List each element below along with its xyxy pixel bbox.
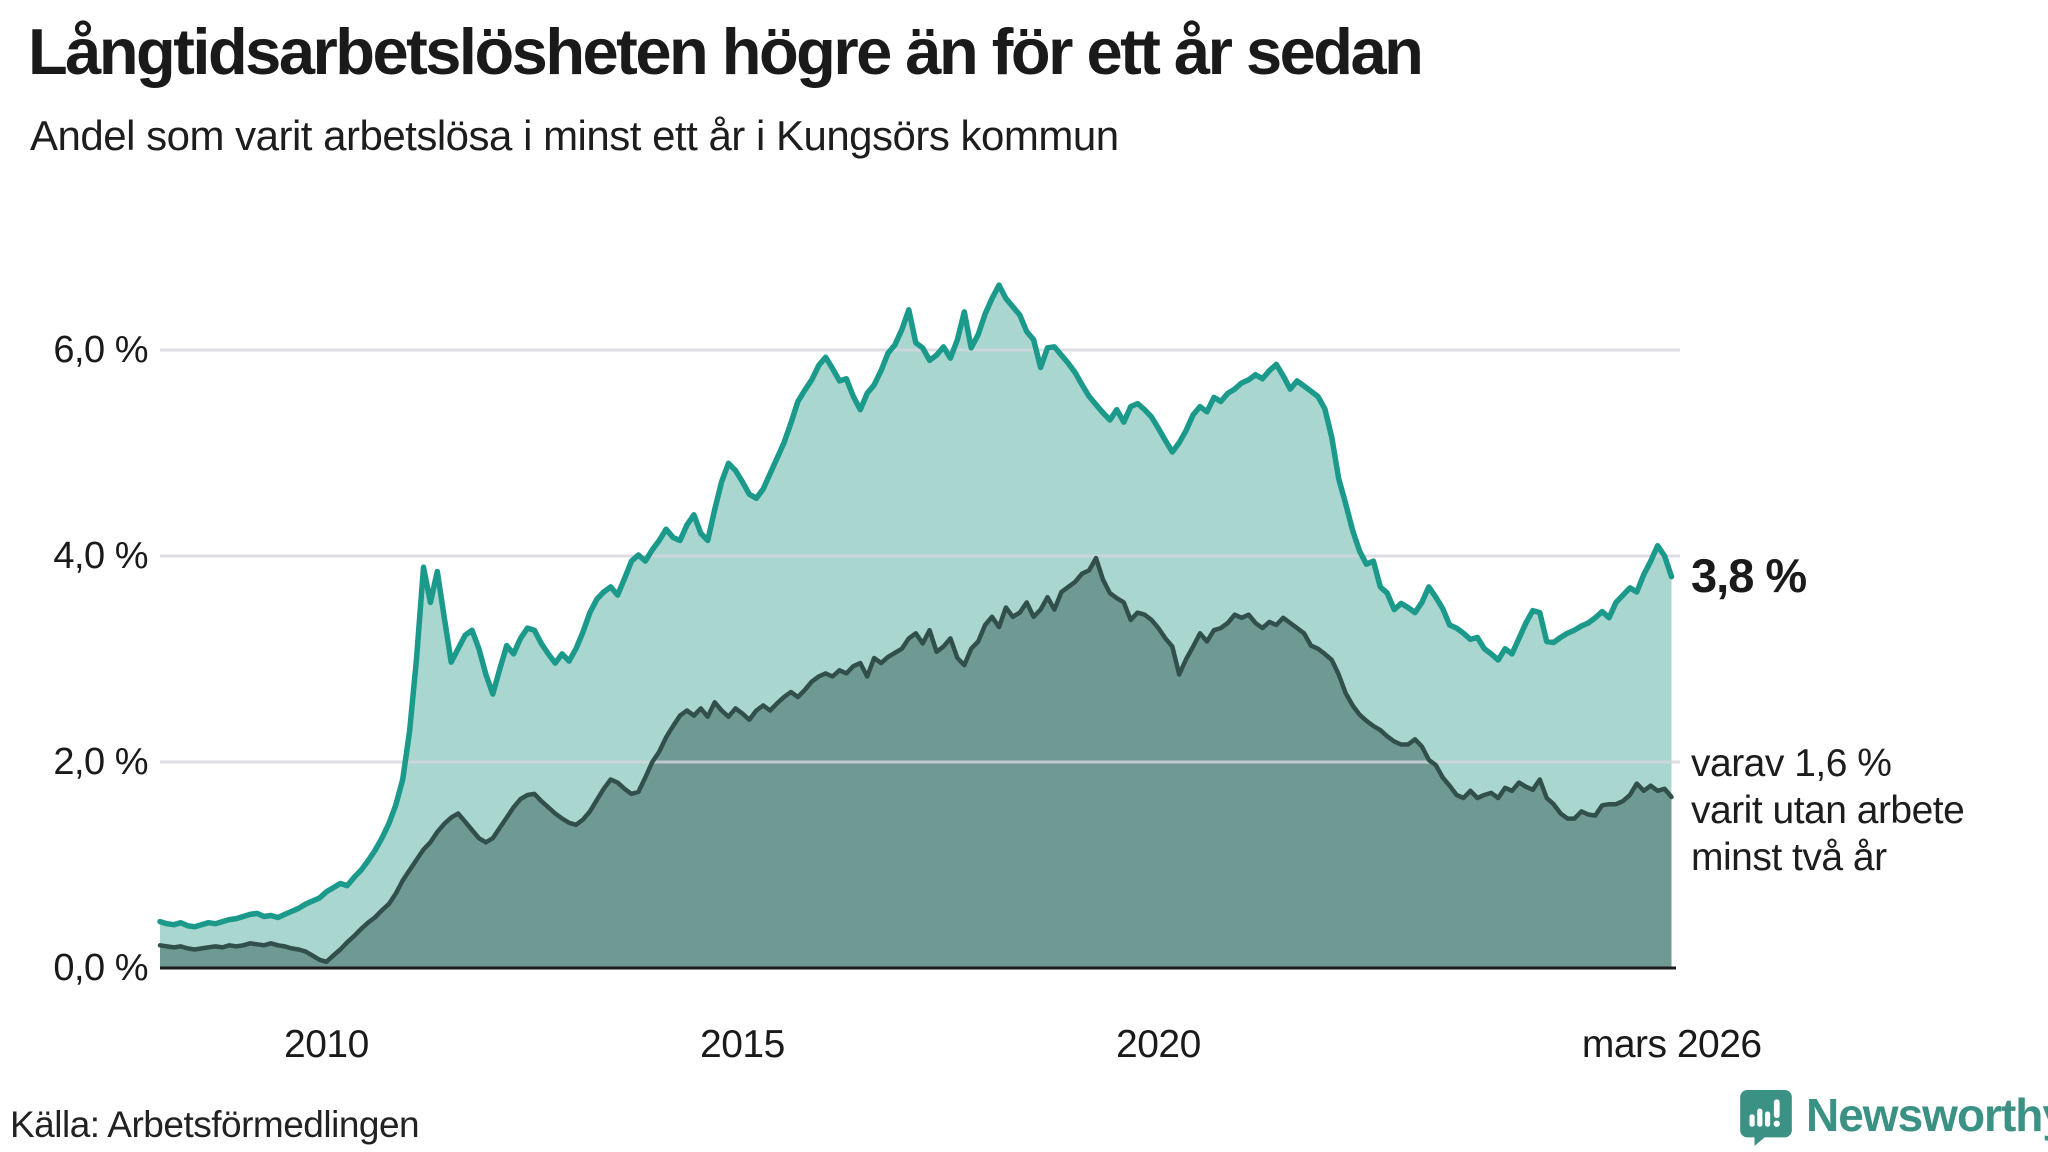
series-line-minst-ett-ar — [157, 282, 1675, 930]
x-tick-label: 2010 — [284, 1023, 369, 1066]
y-tick-label: 2,0 % — [53, 741, 148, 783]
y-tick-label: 0,0 % — [53, 947, 148, 989]
source-note: Källa: Arbetsförmedlingen — [10, 1104, 420, 1145]
x-tick-label: 2015 — [700, 1023, 785, 1066]
page-subtitle: Andel som varit arbetslösa i minst ett å… — [30, 112, 1119, 159]
y-tick-label: 6,0 % — [53, 329, 148, 371]
y-tick-label: 4,0 % — [53, 535, 148, 577]
page-title: Långtidsarbetslösheten högre än för ett … — [28, 15, 1424, 88]
x-tick-label: mars 2026 — [1581, 1023, 1762, 1066]
series-line-minst-tva-ar — [157, 555, 1674, 965]
secondary-series-annotation: varav 1,6 % varit utan arbete minst två … — [1691, 740, 1965, 881]
latest-value-label: 3,8 % — [1691, 549, 1807, 602]
x-tick-label: 2020 — [1116, 1023, 1201, 1066]
secondary-annotation-line3: minst två år — [1691, 836, 1887, 879]
secondary-annotation-line1: varav 1,6 % — [1691, 742, 1892, 785]
newsworthy-logo: Newsworthy — [1740, 1089, 2048, 1146]
secondary-annotation-line2: varit utan arbete — [1691, 789, 1965, 832]
newsworthy-logo-icon — [1740, 1090, 1792, 1146]
newsworthy-logo-text: Newsworthy — [1806, 1089, 2048, 1141]
